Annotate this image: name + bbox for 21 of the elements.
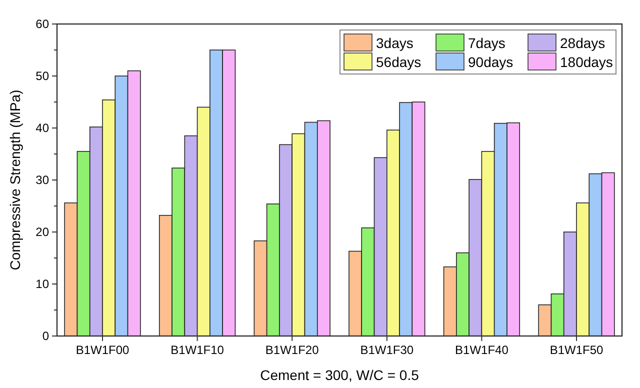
y-tick-label: 30 [36, 173, 50, 188]
y-tick-label: 40 [36, 121, 50, 136]
y-tick-label: 0 [42, 329, 50, 344]
y-axis-title: Compressive Strength (MPa) [7, 90, 23, 270]
x-tick-label: B1W1F30 [360, 343, 414, 357]
legend-label: 28days [560, 34, 606, 51]
y-tick-label: 60 [36, 17, 50, 32]
x-tick-label: B1W1F00 [76, 343, 130, 357]
x-tick-label: B1W1F50 [550, 343, 604, 357]
y-tick-label: 50 [36, 69, 50, 84]
legend-label: 90days [468, 54, 514, 70]
legend-label: 3days [376, 34, 414, 51]
legend-label: 7days [468, 34, 506, 51]
x-tick-label: B1W1F10 [170, 343, 224, 357]
y-tick-label: 10 [36, 277, 50, 292]
x-axis-title: Cement = 300, W/C = 0.5 [260, 367, 420, 383]
y-tick-label: 20 [36, 225, 50, 240]
legend-label: 180days [560, 54, 613, 70]
legend-label: 56days [376, 54, 422, 70]
x-tick-label: B1W1F40 [455, 343, 509, 357]
x-tick-label: B1W1F20 [265, 343, 320, 357]
